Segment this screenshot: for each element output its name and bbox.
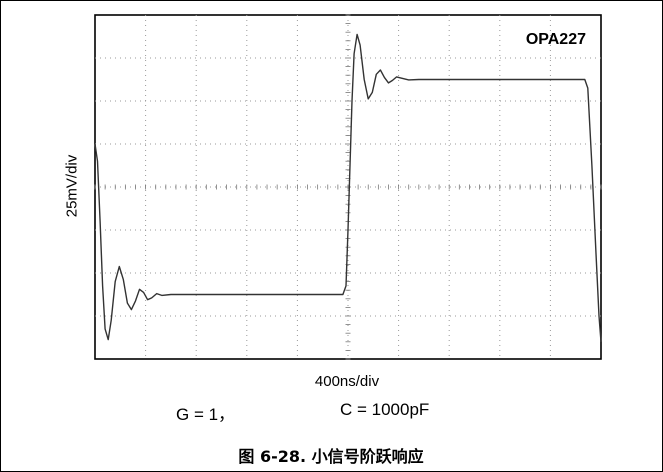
chart-title: OPA227 xyxy=(526,31,586,48)
y-axis-label: 25mV/div xyxy=(63,154,81,218)
gain-condition: G = 1， xyxy=(176,405,236,424)
x-axis-label: 400ns/div xyxy=(314,373,380,390)
center-axis-ticks xyxy=(94,14,602,360)
signal-trace xyxy=(94,33,602,342)
capacitance-condition: C = 1000pF xyxy=(340,400,430,419)
figure-caption: 图 6-28. 小信号阶跃响应 xyxy=(238,447,424,466)
